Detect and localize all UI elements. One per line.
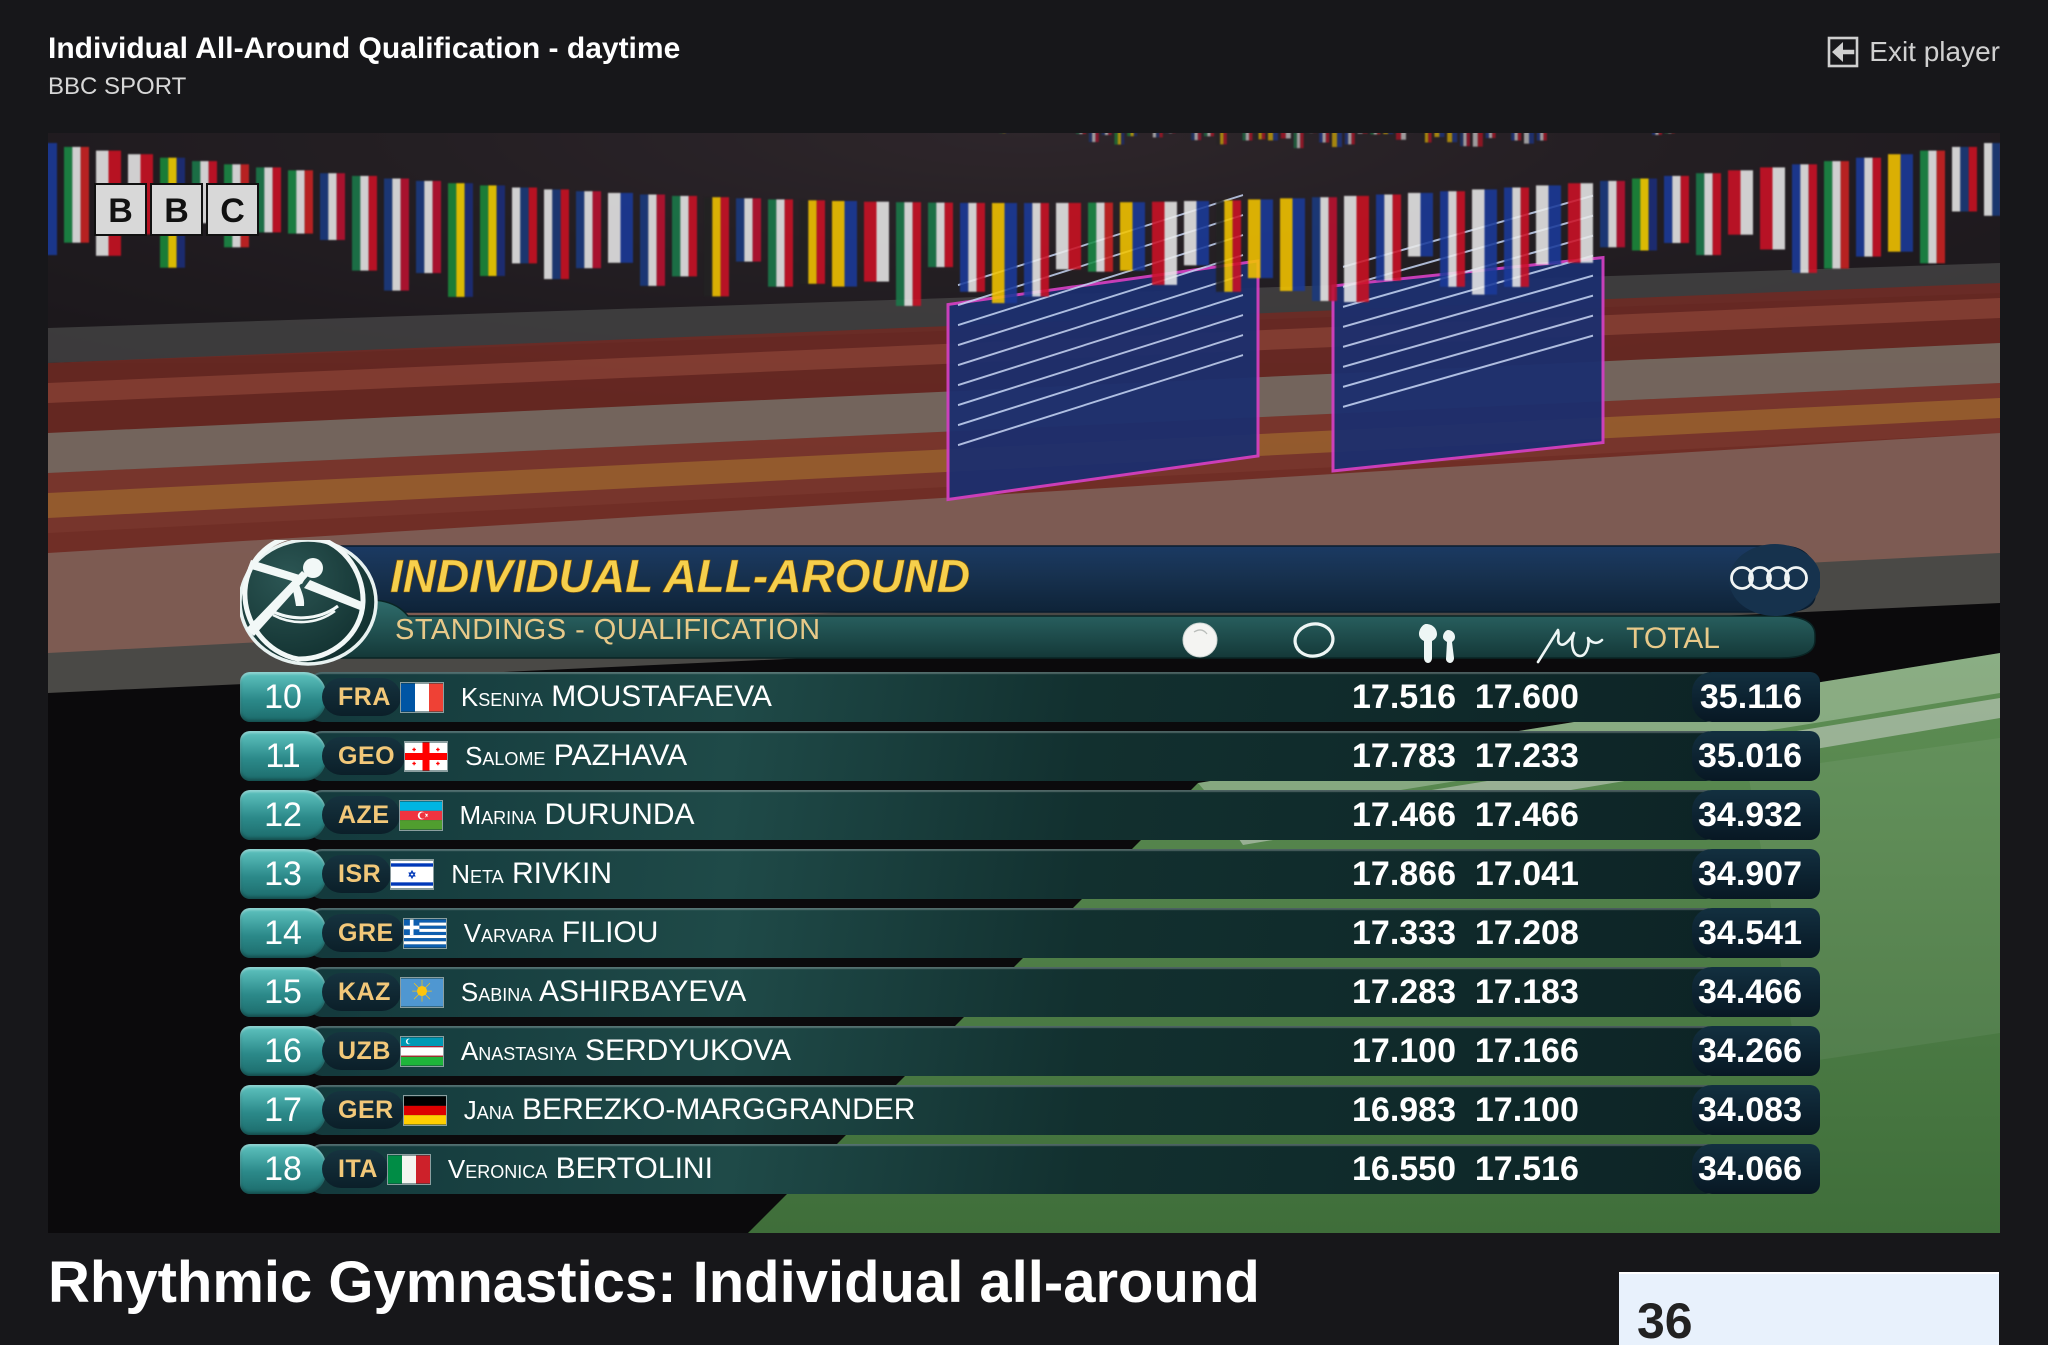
- svg-text:B: B: [108, 192, 133, 230]
- svg-text:TOTAL: TOTAL: [1626, 622, 1720, 655]
- svg-text:B: B: [164, 192, 189, 230]
- svg-text:INDIVIDUAL ALL-AROUND: INDIVIDUAL ALL-AROUND: [390, 550, 970, 602]
- svg-text:C: C: [220, 192, 245, 230]
- svg-text:STANDINGS - QUALIFICATION: STANDINGS - QUALIFICATION: [395, 614, 821, 646]
